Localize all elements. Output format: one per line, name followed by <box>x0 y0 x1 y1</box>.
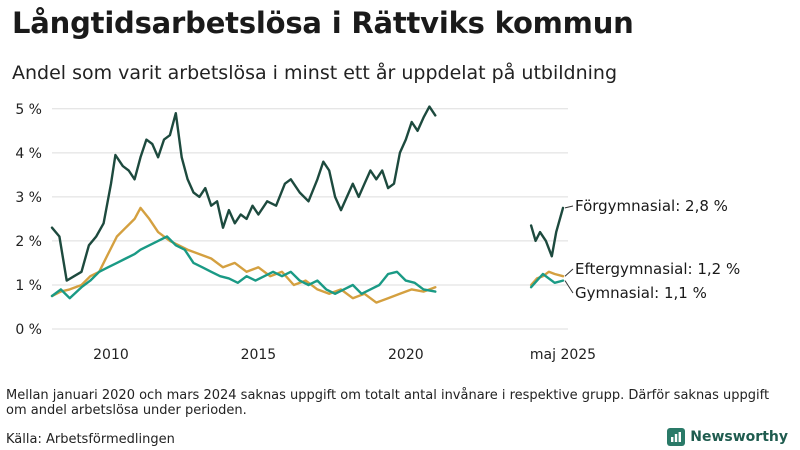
x-tick-label: 2015 <box>241 347 277 363</box>
logo-text: Newsworthy <box>690 429 788 445</box>
source-text: Källa: Arbetsförmedlingen <box>6 432 175 447</box>
y-tick-label: 5 % <box>15 102 42 118</box>
label-leader-line <box>564 205 574 209</box>
x-tick-label: maj 2025 <box>530 347 596 363</box>
y-axis-labels: 0 % 1 % 2 % 3 % 4 % 5 % <box>15 102 42 338</box>
y-tick-label: 4 % <box>15 146 42 162</box>
y-tick-label: 0 % <box>15 322 42 338</box>
y-tick-label: 3 % <box>15 190 42 206</box>
x-tick-label: 2020 <box>388 347 424 363</box>
series-line-eftergymnasial <box>50 206 437 304</box>
grid-layer <box>52 108 568 330</box>
series-line-gymnasial <box>529 272 565 289</box>
line-chart: 0 %1 %2 %3 %4 %5 % 2010 2015 2020 maj 2025 … <box>15 102 740 363</box>
y-tick-label: 1 % <box>15 278 42 294</box>
series-label-forgymnasial: Förgymnasial: 2,8 % <box>575 197 728 215</box>
newsworthy-logo: Newsworthy <box>667 428 788 446</box>
x-tick-label: 2010 <box>93 347 129 363</box>
series-line-förgymnasial <box>50 105 437 282</box>
chart-subtitle: Andel som varit arbetslösa i minst ett å… <box>12 62 618 84</box>
series-line-eftergymnasial <box>529 270 565 287</box>
label-leader-line <box>564 268 574 277</box>
series-line-förgymnasial <box>529 206 565 258</box>
chart-title: Långtidsarbetslösa i Rättviks kommun <box>12 6 634 40</box>
series-label-gymnasial: Gymnasial: 1,1 % <box>575 284 707 302</box>
x-axis-labels: 2010 2015 2020 maj 2025 <box>93 347 596 363</box>
footnote: Mellan januari 2020 och mars 2024 saknas… <box>6 388 770 418</box>
series-label-eftergymnasial: Eftergymnasial: 1,2 % <box>575 260 740 278</box>
series-line-gymnasial <box>50 235 437 300</box>
bar-chart-icon <box>667 428 686 446</box>
y-tick-label: 2 % <box>15 234 42 250</box>
series-labels: Förgymnasial: 2,8 % Eftergymnasial: 1,2 %… <box>564 197 740 302</box>
series-layer <box>50 105 565 304</box>
label-leader-line <box>564 280 574 294</box>
